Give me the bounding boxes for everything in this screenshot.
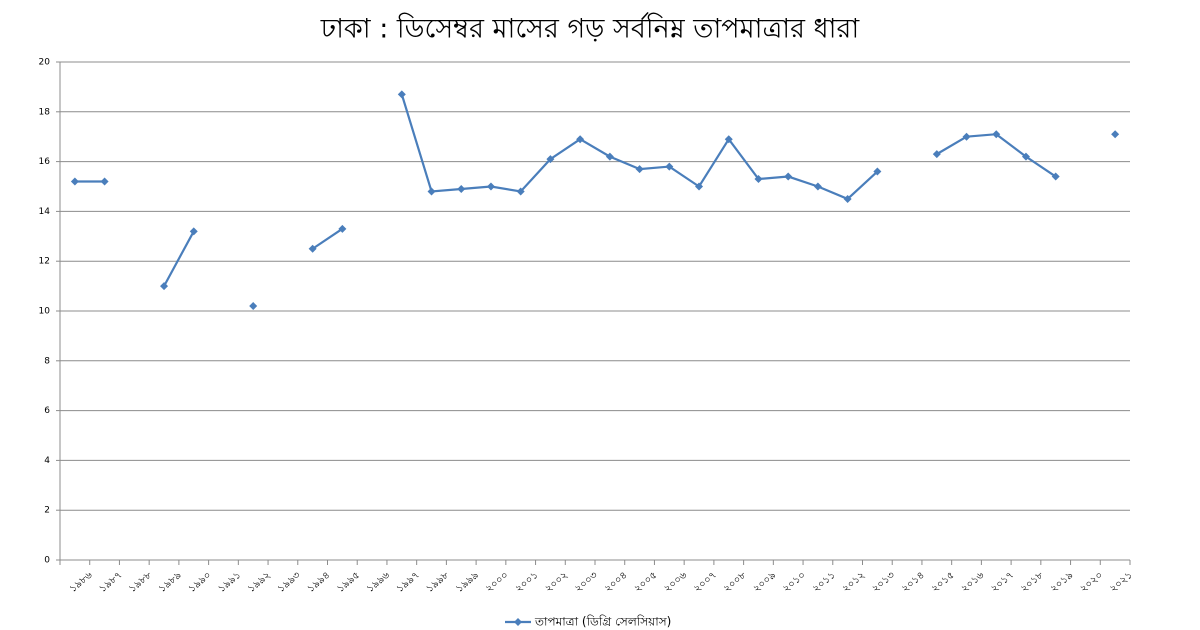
data-point xyxy=(635,165,644,174)
data-point xyxy=(695,182,704,191)
legend-label: তাপমাত্রা (ডিগ্রি সেলসিয়াস) xyxy=(534,615,671,629)
data-point xyxy=(189,227,198,236)
data-point xyxy=(992,130,1001,139)
y-tick-label: 18 xyxy=(39,107,51,117)
data-point xyxy=(665,162,674,171)
y-tick-label: 14 xyxy=(39,207,51,217)
y-tick-label: 2 xyxy=(44,506,50,516)
chart-title: ঢাকা : ডিসেম্বর মাসের গড় সর্বনিম্ন তাপম… xyxy=(320,13,861,45)
data-point xyxy=(516,187,525,196)
data-point xyxy=(1021,152,1030,161)
data-point xyxy=(932,150,941,159)
data-point xyxy=(308,244,317,253)
data-point xyxy=(754,175,763,184)
data-point xyxy=(873,167,882,176)
data-point xyxy=(1111,130,1120,139)
data-point xyxy=(962,132,971,141)
y-tick-label: 8 xyxy=(44,356,50,366)
data-point xyxy=(813,182,822,191)
data-point xyxy=(546,155,555,164)
data-point xyxy=(160,282,169,291)
data-point xyxy=(576,135,585,144)
y-tick-label: 4 xyxy=(44,456,50,466)
data-point xyxy=(100,177,109,186)
data-point xyxy=(1051,172,1060,181)
data-point xyxy=(338,224,347,233)
y-tick-label: 0 xyxy=(44,556,50,566)
data-point xyxy=(486,182,495,191)
data-point xyxy=(249,302,258,311)
data-point xyxy=(843,194,852,203)
data-point xyxy=(397,90,406,99)
legend-marker xyxy=(514,618,522,626)
y-tick-label: 6 xyxy=(44,406,50,416)
y-tick-label: 12 xyxy=(39,257,50,267)
y-tick-label: 10 xyxy=(39,307,51,317)
y-tick-label: 20 xyxy=(39,58,51,68)
data-point xyxy=(457,184,466,193)
y-tick-label: 16 xyxy=(39,157,51,167)
data-point xyxy=(784,172,793,181)
data-point xyxy=(427,187,436,196)
data-point xyxy=(724,135,733,144)
data-point xyxy=(605,152,614,161)
data-point xyxy=(70,177,79,186)
